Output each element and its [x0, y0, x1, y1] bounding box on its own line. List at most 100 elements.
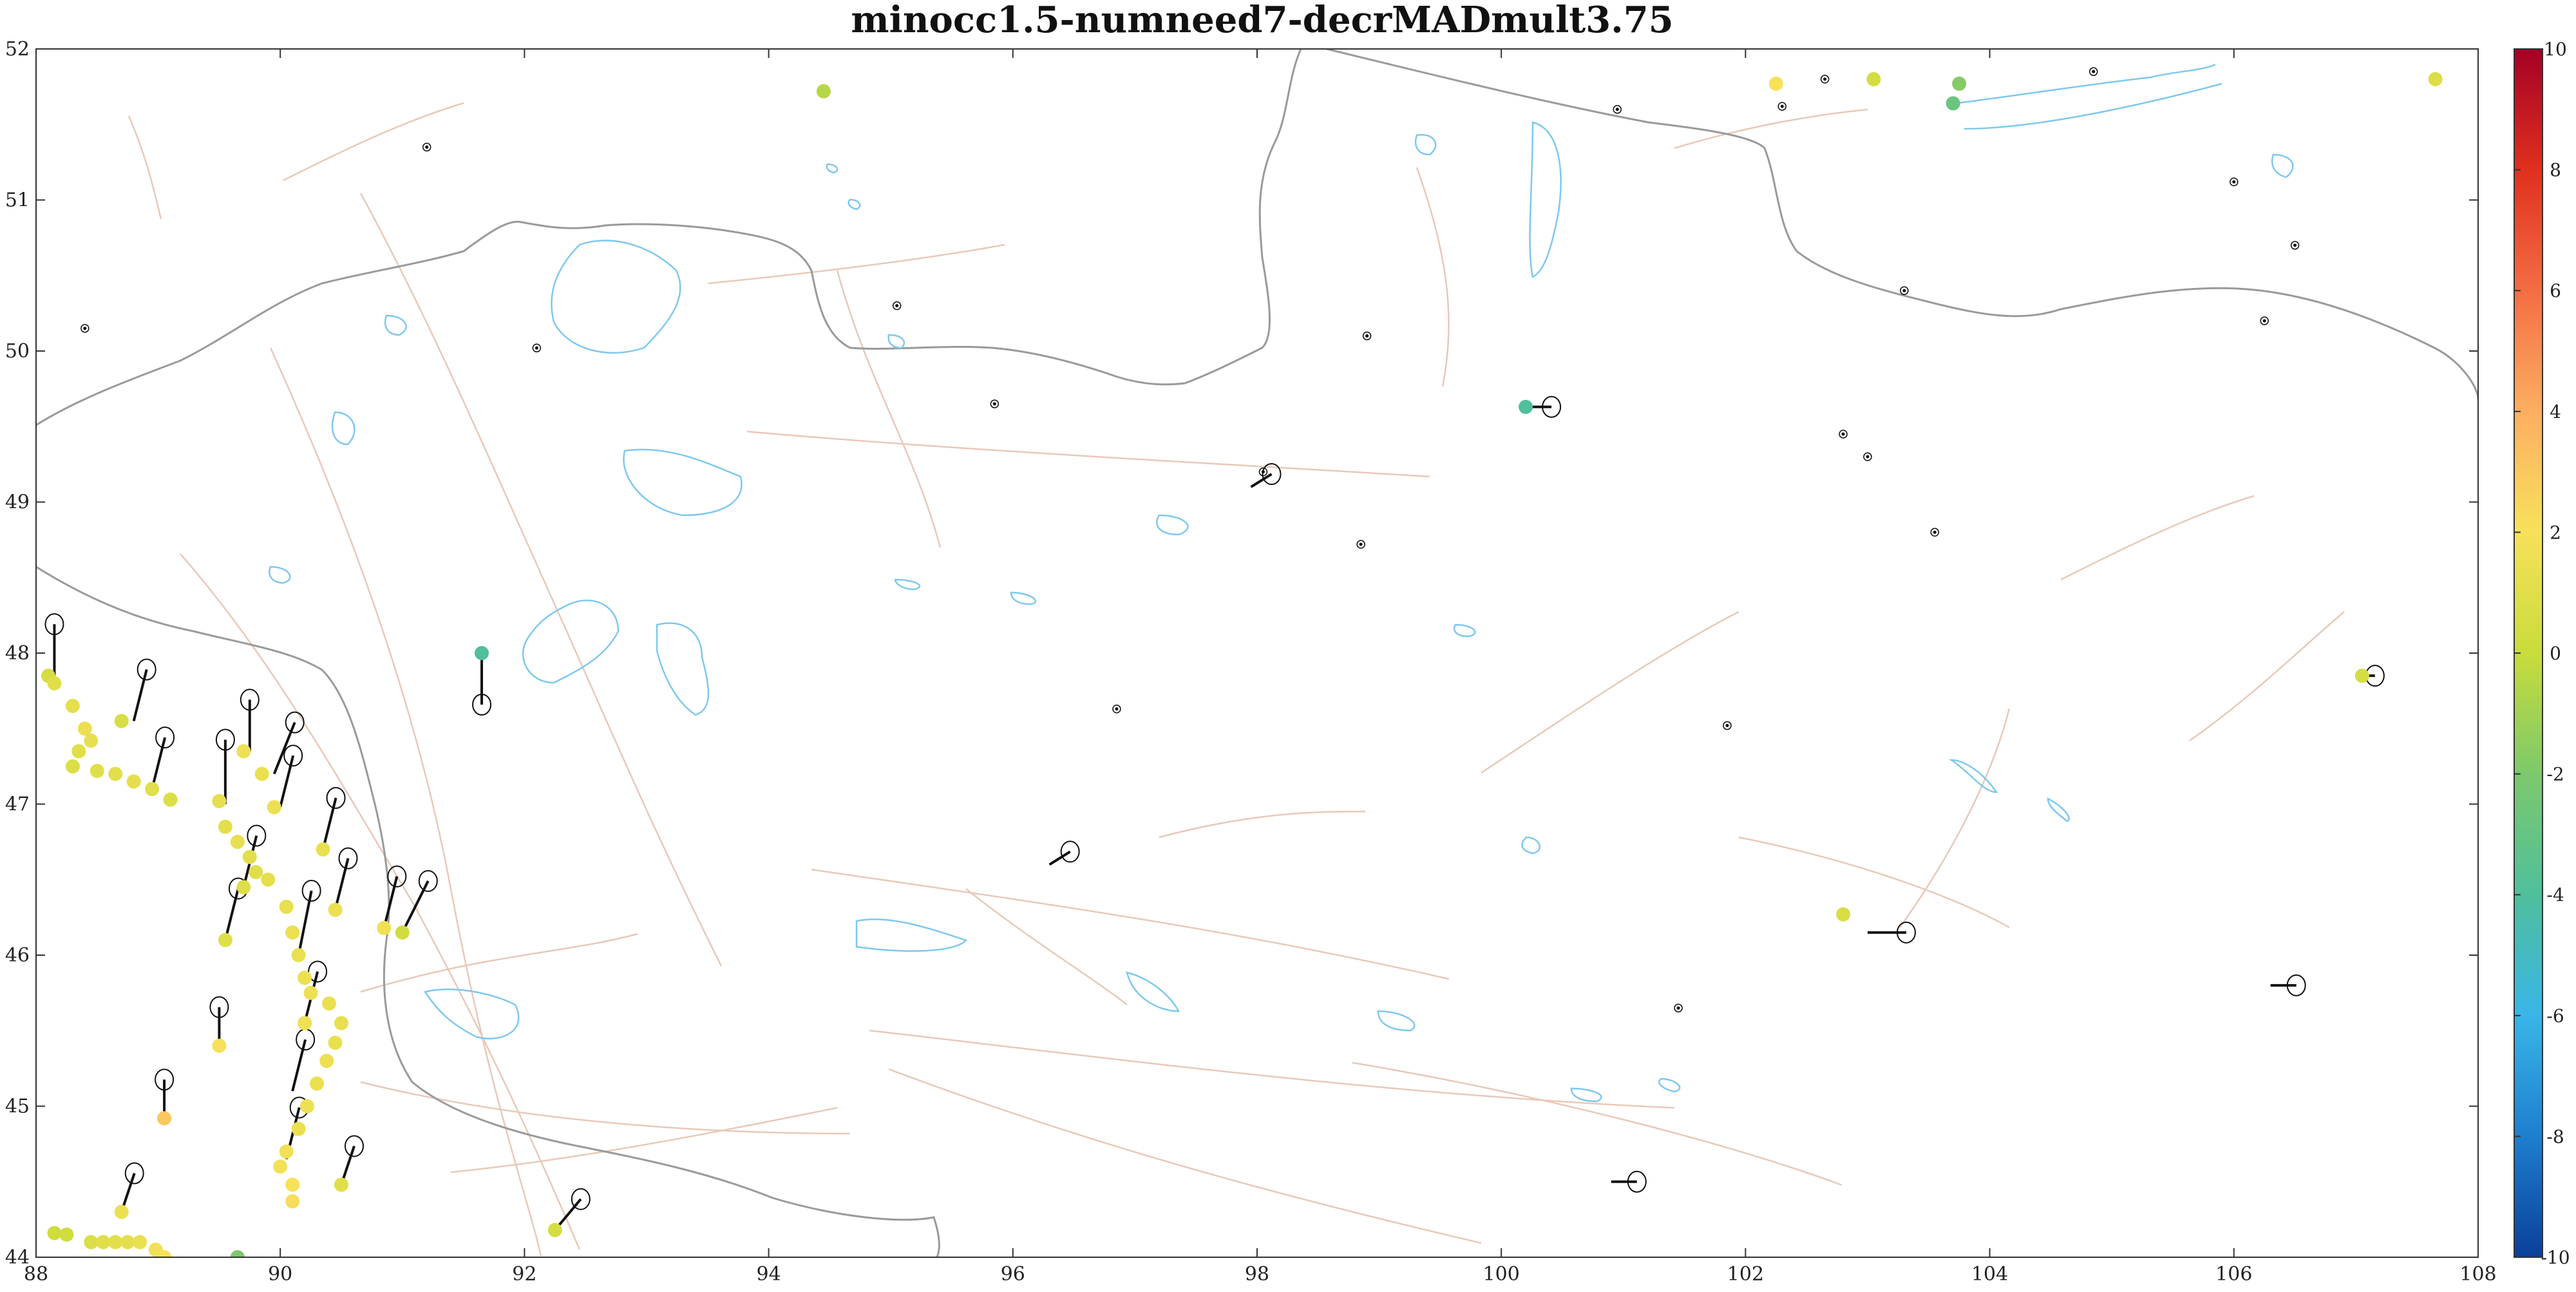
- site-marker: [425, 145, 429, 149]
- site-marker: [2262, 319, 2266, 323]
- station-point: [212, 1038, 227, 1053]
- station-point: [475, 646, 489, 660]
- station-point: [163, 792, 178, 807]
- station-points: [41, 71, 2443, 1257]
- station-point: [157, 1250, 172, 1257]
- station-point: [547, 1222, 562, 1237]
- velocity-arrow: [151, 737, 167, 790]
- station-point: [267, 800, 281, 815]
- velocity-arrow: [279, 755, 295, 808]
- error-ellipse: [1542, 395, 1562, 418]
- site-marker: [1841, 432, 1845, 436]
- colorbar-tick-label: 0: [2550, 643, 2561, 664]
- error-ellipse: [472, 694, 492, 716]
- site-error-ellipse: [422, 142, 431, 152]
- station-point: [1946, 96, 1960, 111]
- site-marker: [1676, 1006, 1680, 1010]
- station-point: [108, 766, 123, 781]
- fault-lines: [128, 102, 2345, 1257]
- station-point: [303, 985, 318, 1000]
- station-point: [71, 744, 86, 759]
- station-point: [84, 734, 99, 748]
- station-point: [96, 1235, 111, 1249]
- station-point: [279, 899, 294, 914]
- y-tick-label: 50: [5, 340, 30, 363]
- station-point: [2428, 71, 2443, 86]
- colorbar-tick-label: -10: [2541, 1247, 2570, 1268]
- site-marker: [2092, 70, 2096, 73]
- colorbar-tick-label: -8: [2546, 1126, 2564, 1147]
- site-error-ellipse: [1723, 721, 1732, 730]
- y-tick-label: 48: [5, 642, 30, 665]
- colorbar-tick-label: -4: [2546, 884, 2564, 906]
- site-error-ellipse: [1112, 705, 1121, 714]
- error-ellipse: [301, 880, 321, 902]
- error-ellipse: [285, 711, 305, 734]
- error-ellipse: [326, 786, 346, 809]
- x-tick-label: 108: [2459, 1263, 2496, 1286]
- site-marker: [1902, 289, 1906, 292]
- station-point: [319, 1054, 334, 1069]
- y-tick-label: 45: [5, 1096, 30, 1118]
- site-error-ellipse: [1356, 540, 1365, 549]
- station-point: [1836, 907, 1851, 922]
- error-ellipse: [345, 1135, 364, 1157]
- error-ellipse: [1897, 921, 1916, 944]
- error-ellipse: [215, 728, 235, 751]
- error-ellipse: [137, 658, 156, 681]
- station-point: [65, 699, 80, 714]
- site-marker: [535, 346, 538, 350]
- error-ellipse: [209, 996, 229, 1018]
- y-tick-label: 44: [5, 1246, 30, 1269]
- station-point: [334, 1177, 348, 1192]
- y-tick-label: 52: [5, 38, 30, 61]
- station-point: [47, 1226, 62, 1240]
- station-point: [816, 84, 831, 99]
- velocity-arrow: [291, 1039, 307, 1092]
- site-error-ellipse: [1674, 1003, 1683, 1012]
- border-line-west: [36, 565, 940, 1257]
- station-point: [236, 744, 251, 759]
- site-error-ellipse: [892, 301, 902, 310]
- station-point: [322, 996, 337, 1011]
- station-point: [212, 793, 227, 808]
- velocity-arrow: [132, 669, 148, 722]
- site-error-ellipse: [1839, 430, 1848, 439]
- station-point: [47, 676, 62, 690]
- site-marker: [2293, 243, 2297, 247]
- site-error-ellipse: [2290, 241, 2300, 250]
- colorbar-tick-label: 2: [2550, 522, 2561, 543]
- station-point: [126, 774, 141, 789]
- site-error-ellipse: [1820, 75, 1830, 84]
- site-marker: [1365, 334, 1369, 338]
- site-error-ellipse: [80, 324, 90, 333]
- error-ellipse: [44, 613, 64, 636]
- site-marker: [1359, 542, 1363, 546]
- velocity-arrow: [334, 858, 350, 911]
- site-marker: [1725, 724, 1729, 728]
- error-ellipse: [308, 960, 328, 983]
- station-point: [242, 850, 257, 864]
- station-point: [1519, 399, 1533, 414]
- station-point: [1952, 76, 1967, 91]
- site-marker: [1866, 455, 1870, 459]
- colorbar-tick-label: -6: [2546, 1005, 2564, 1027]
- station-point: [114, 714, 129, 728]
- station-point: [133, 1235, 147, 1249]
- site-marker: [1933, 530, 1937, 534]
- colorbar-tick-label: 4: [2550, 401, 2561, 423]
- station-point: [299, 1099, 314, 1114]
- error-ellipse: [571, 1188, 591, 1210]
- site-error-ellipse: [1258, 467, 1268, 477]
- station-point: [273, 1159, 288, 1174]
- station-point: [285, 925, 300, 940]
- station-point: [316, 842, 330, 857]
- station-point: [90, 763, 104, 778]
- station-point: [77, 721, 92, 736]
- station-point: [114, 1204, 129, 1219]
- site-error-ellipse: [2260, 316, 2269, 325]
- station-point: [2354, 669, 2369, 683]
- x-tick-label: 92: [512, 1263, 536, 1286]
- x-tick-label: 104: [1971, 1263, 2008, 1286]
- site-error-ellipse: [1863, 452, 1872, 461]
